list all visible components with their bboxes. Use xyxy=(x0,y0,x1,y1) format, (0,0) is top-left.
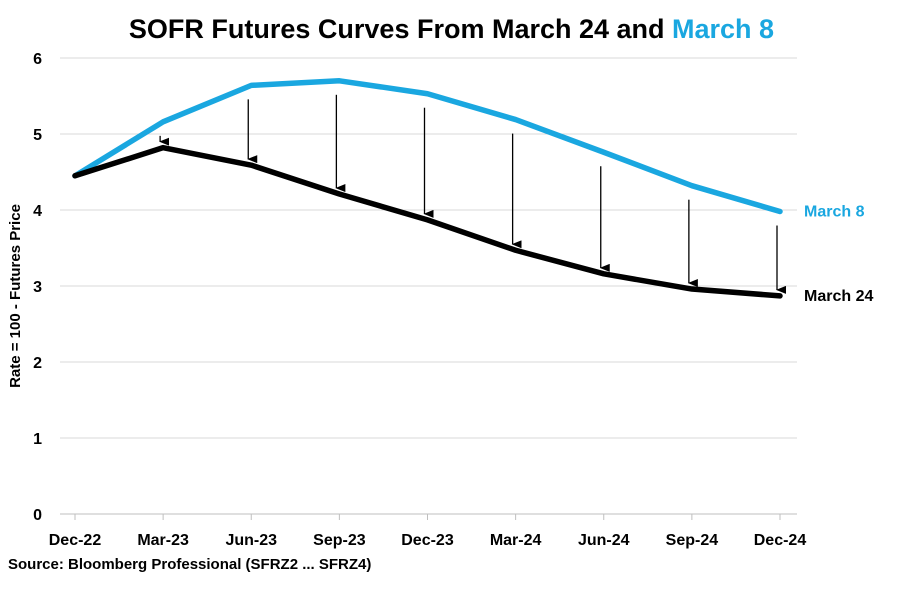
y-tick-label: 4 xyxy=(33,203,42,220)
x-tick-label: Mar-23 xyxy=(137,532,189,549)
series-lines xyxy=(72,78,783,299)
x-tick-label: Sep-23 xyxy=(313,532,366,549)
grid xyxy=(60,57,797,439)
chart-title-main: SOFR Futures Curves From March 24 and xyxy=(128,14,673,44)
y-axis-title: Rate = 100 - Futures Price xyxy=(7,204,24,388)
shift-arrows xyxy=(159,94,786,294)
x-tick-label: Jun-23 xyxy=(225,532,277,549)
y-tick-label: 0 xyxy=(33,507,42,524)
y-tick-label: 6 xyxy=(33,51,42,68)
chart-title: SOFR Futures Curves From March 24 and Ma… xyxy=(0,14,903,45)
x-tick-label: Dec-24 xyxy=(754,532,807,549)
series-label-march-24: March 24 xyxy=(804,288,873,305)
y-tick-label: 2 xyxy=(33,355,42,372)
series-line-march-8 xyxy=(72,78,783,215)
series-line-march-24 xyxy=(72,144,783,299)
source-note: Source: Bloomberg Professional (SFRZ2 ..… xyxy=(8,556,372,573)
labels: March 8 March 24 xyxy=(804,204,873,305)
series-label-march-8: March 8 xyxy=(804,204,865,221)
x-tick-label: Jun-24 xyxy=(578,532,630,549)
y-tick-label: 5 xyxy=(33,127,42,144)
x-tick-label: Sep-24 xyxy=(666,532,719,549)
y-tick-label: 3 xyxy=(33,279,42,296)
x-tick-label: Dec-23 xyxy=(401,532,454,549)
axes: 0 1 2 3 4 5 6 Dec-22 Mar-23 Jun-23 Sep-23 Dec-23 Mar… xyxy=(7,51,806,549)
x-tick-label: Dec-22 xyxy=(49,532,102,549)
x-tick-label: Mar-24 xyxy=(490,532,542,549)
chart-title-highlight: March 8 xyxy=(672,14,775,44)
y-tick-label: 1 xyxy=(33,431,42,448)
